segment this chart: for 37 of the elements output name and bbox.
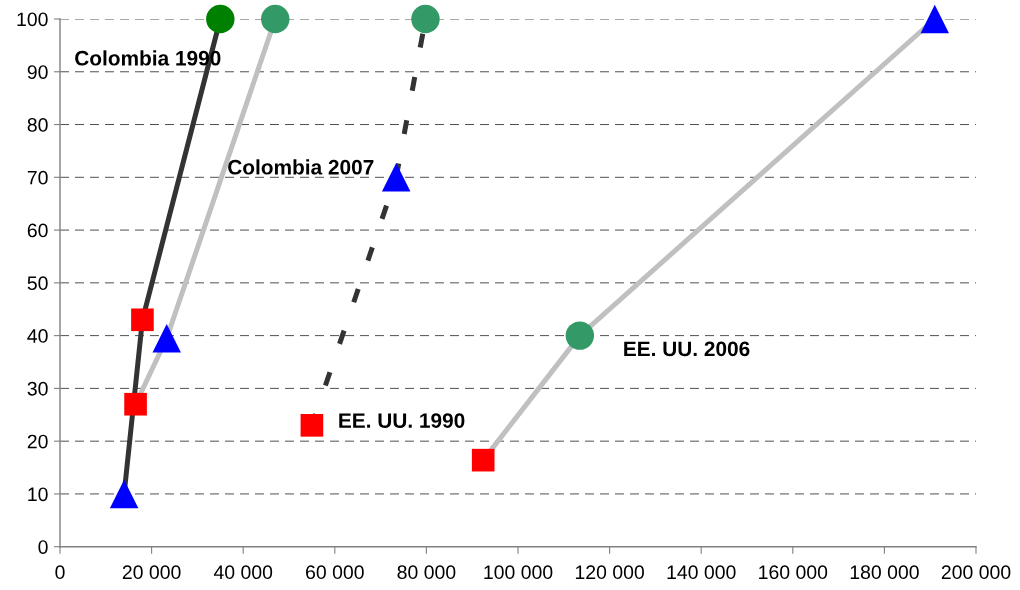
series-label: Colombia 2007 <box>228 159 374 175</box>
x-tick-label: 120 000 <box>575 565 644 580</box>
point <box>920 4 950 34</box>
x-tick-label: 80 000 <box>397 565 456 580</box>
x-tick-label: 100 000 <box>484 565 553 580</box>
y-tick-label: 30 <box>27 381 48 396</box>
y-tick-label: 60 <box>27 223 48 238</box>
x-tick-label: 140 000 <box>667 565 736 580</box>
y-tick-label: 10 <box>28 487 48 502</box>
y-tick-label: 80 <box>27 118 48 132</box>
point <box>381 163 411 192</box>
y-tick-label: 40 <box>27 329 48 343</box>
y-tick-label: 20 <box>27 434 48 449</box>
point <box>565 321 595 350</box>
y-tick-label: 50 <box>27 276 48 291</box>
point <box>206 4 235 34</box>
point <box>300 414 324 437</box>
y-tick-label: 0 <box>38 540 48 554</box>
point <box>411 4 440 34</box>
point <box>261 4 290 34</box>
point <box>124 392 147 416</box>
x-tick-label: 60 000 <box>306 565 364 580</box>
point <box>131 308 154 332</box>
x-tick-label: 40 000 <box>213 565 273 580</box>
x-tick-label: 0 <box>55 565 65 580</box>
x-tick-label: 160 000 <box>759 565 828 580</box>
point <box>471 448 495 472</box>
point <box>109 479 139 509</box>
y-tick-label: 90 <box>27 65 48 80</box>
x-tick-label: 180 000 <box>850 565 919 580</box>
point <box>152 324 181 353</box>
x-tick-label: 20 000 <box>122 565 181 580</box>
y-tick-label: 70 <box>27 170 48 185</box>
series-label: EE. UU. 2006 <box>624 341 750 357</box>
series-label: EE. UU. 1990 <box>339 413 465 428</box>
x-tick-label: 200 000 <box>941 565 1011 580</box>
y-tick-label: 100 <box>17 12 48 27</box>
